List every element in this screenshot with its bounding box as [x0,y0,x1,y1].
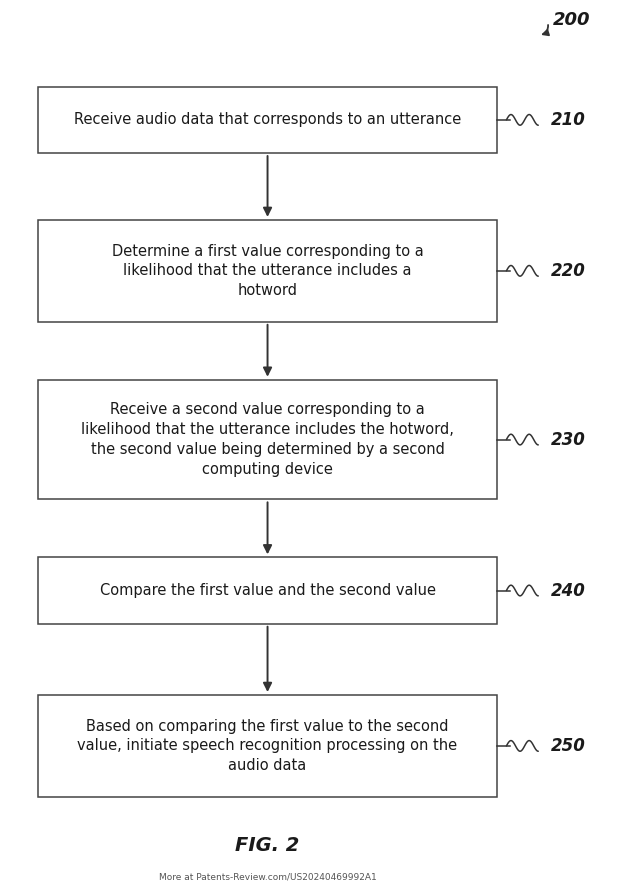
FancyBboxPatch shape [38,380,497,499]
Text: FIG. 2: FIG. 2 [235,836,300,855]
FancyBboxPatch shape [38,558,497,623]
Text: Receive audio data that corresponds to an utterance: Receive audio data that corresponds to a… [74,113,461,127]
Text: 250: 250 [551,737,586,755]
FancyBboxPatch shape [38,87,497,154]
Text: Compare the first value and the second value: Compare the first value and the second v… [99,583,436,598]
Text: More at Patents-Review.com/US20240469992A1: More at Patents-Review.com/US20240469992… [159,873,376,882]
FancyBboxPatch shape [38,694,497,797]
Text: 220: 220 [551,262,586,280]
Text: Based on comparing the first value to the second
value, initiate speech recognit: Based on comparing the first value to th… [78,718,457,773]
Text: Determine a first value corresponding to a
likelihood that the utterance include: Determine a first value corresponding to… [111,243,424,298]
FancyBboxPatch shape [38,220,497,322]
Text: 200: 200 [553,11,590,28]
Text: 210: 210 [551,111,586,129]
Text: Receive a second value corresponding to a
likelihood that the utterance includes: Receive a second value corresponding to … [81,402,454,477]
Text: 230: 230 [551,431,586,448]
Text: 240: 240 [551,582,586,599]
